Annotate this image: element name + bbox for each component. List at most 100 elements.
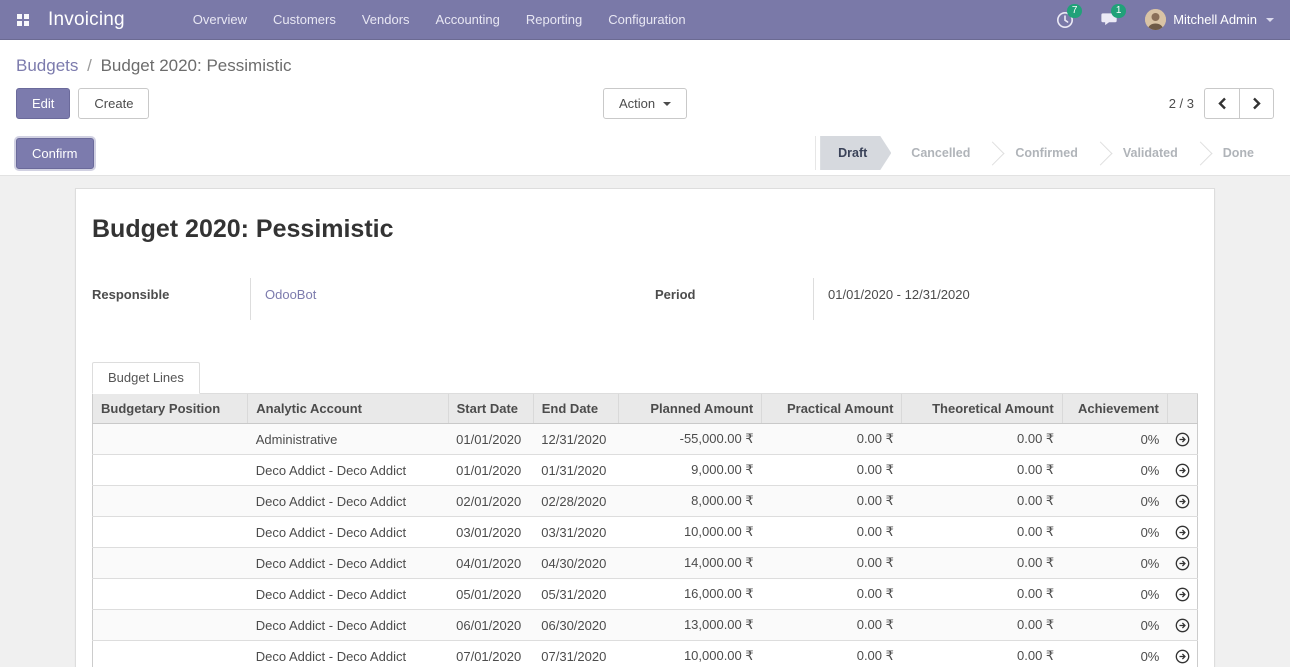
- breadcrumb-budgets-link[interactable]: Budgets: [16, 56, 78, 75]
- app-title[interactable]: Invoicing: [48, 9, 125, 31]
- cell-theoretical: 0.00 ₹: [902, 610, 1062, 641]
- table-row[interactable]: Deco Addict - Deco Addict03/01/202003/31…: [93, 517, 1198, 548]
- status-step-validated[interactable]: Validated: [1103, 136, 1198, 170]
- column-end-date[interactable]: End Date: [533, 394, 618, 424]
- open-record-button[interactable]: [1167, 579, 1197, 610]
- cell-planned: 10,000.00 ₹: [618, 517, 761, 548]
- cell-analytic: Deco Addict - Deco Addict: [248, 610, 448, 641]
- cell-achievement: 0%: [1062, 579, 1167, 610]
- cell-position: [93, 486, 248, 517]
- cell-end: 07/31/2020: [533, 641, 618, 667]
- activities-button[interactable]: 7: [1056, 11, 1074, 29]
- cell-planned: 10,000.00 ₹: [618, 641, 761, 667]
- status-step-cancelled[interactable]: Cancelled: [891, 136, 990, 170]
- cell-theoretical: 0.00 ₹: [902, 548, 1062, 579]
- open-record-button[interactable]: [1167, 455, 1197, 486]
- main-menu: Overview Customers Vendors Accounting Re…: [180, 0, 699, 40]
- cell-practical: 0.00 ₹: [762, 548, 902, 579]
- open-record-button[interactable]: [1167, 424, 1197, 455]
- record-title: Budget 2020: Pessimistic: [92, 215, 1198, 244]
- cell-position: [93, 548, 248, 579]
- cell-achievement: 0%: [1062, 486, 1167, 517]
- table-row[interactable]: Deco Addict - Deco Addict04/01/202004/30…: [93, 548, 1198, 579]
- column-budgetary-position[interactable]: Budgetary Position: [93, 394, 248, 424]
- menu-vendors[interactable]: Vendors: [349, 0, 423, 40]
- cell-practical: 0.00 ₹: [762, 641, 902, 667]
- grid-icon: [17, 14, 29, 26]
- chevron-right-icon: [1252, 97, 1262, 110]
- cell-achievement: 0%: [1062, 610, 1167, 641]
- cell-end: 12/31/2020: [533, 424, 618, 455]
- open-record-arrow-icon: [1175, 494, 1190, 509]
- open-record-arrow-icon: [1175, 432, 1190, 447]
- menu-customers[interactable]: Customers: [260, 0, 349, 40]
- table-row[interactable]: Deco Addict - Deco Addict05/01/202005/31…: [93, 579, 1198, 610]
- create-button[interactable]: Create: [78, 88, 149, 119]
- menu-accounting[interactable]: Accounting: [423, 0, 513, 40]
- cell-analytic: Deco Addict - Deco Addict: [248, 455, 448, 486]
- cell-start: 06/01/2020: [448, 610, 533, 641]
- avatar: [1145, 9, 1166, 30]
- cell-achievement: 0%: [1062, 641, 1167, 667]
- cell-planned: 13,000.00 ₹: [618, 610, 761, 641]
- open-record-button[interactable]: [1167, 548, 1197, 579]
- open-record-button[interactable]: [1167, 486, 1197, 517]
- status-step-done[interactable]: Done: [1203, 136, 1274, 170]
- cell-position: [93, 517, 248, 548]
- column-open-record: [1167, 394, 1197, 424]
- cell-analytic: Deco Addict - Deco Addict: [248, 517, 448, 548]
- cell-end: 03/31/2020: [533, 517, 618, 548]
- menu-overview[interactable]: Overview: [180, 0, 260, 40]
- activity-count-badge: 7: [1067, 4, 1082, 18]
- cell-achievement: 0%: [1062, 424, 1167, 455]
- cell-start: 05/01/2020: [448, 579, 533, 610]
- status-step-draft[interactable]: Draft: [820, 136, 891, 170]
- open-record-button[interactable]: [1167, 641, 1197, 667]
- status-step-confirmed[interactable]: Confirmed: [995, 136, 1098, 170]
- menu-configuration[interactable]: Configuration: [595, 0, 698, 40]
- column-theoretical-amount[interactable]: Theoretical Amount: [902, 394, 1062, 424]
- column-start-date[interactable]: Start Date: [448, 394, 533, 424]
- tab-budget-lines[interactable]: Budget Lines: [92, 362, 200, 394]
- pager-next-button[interactable]: [1239, 88, 1274, 119]
- table-row[interactable]: Administrative01/01/202012/31/2020-55,00…: [93, 424, 1198, 455]
- cell-planned: 16,000.00 ₹: [618, 579, 761, 610]
- edit-button[interactable]: Edit: [16, 88, 70, 119]
- column-achievement[interactable]: Achievement: [1062, 394, 1167, 424]
- control-panel: Budgets / Budget 2020: Pessimistic Edit …: [0, 40, 1290, 131]
- cell-analytic: Administrative: [248, 424, 448, 455]
- table-row[interactable]: Deco Addict - Deco Addict06/01/202006/30…: [93, 610, 1198, 641]
- column-planned-amount[interactable]: Planned Amount: [618, 394, 761, 424]
- open-record-button[interactable]: [1167, 610, 1197, 641]
- confirm-button[interactable]: Confirm: [16, 138, 94, 169]
- cell-end: 05/31/2020: [533, 579, 618, 610]
- table-row[interactable]: Deco Addict - Deco Addict01/01/202001/31…: [93, 455, 1198, 486]
- cell-practical: 0.00 ₹: [762, 486, 902, 517]
- breadcrumb-separator: /: [87, 56, 92, 75]
- cell-theoretical: 0.00 ₹: [902, 486, 1062, 517]
- pager-value: 2 / 3: [1169, 96, 1194, 111]
- column-analytic-account[interactable]: Analytic Account: [248, 394, 448, 424]
- form-view: Budget 2020: Pessimistic Responsible Odo…: [0, 176, 1290, 667]
- menu-reporting[interactable]: Reporting: [513, 0, 595, 40]
- apps-menu-icon[interactable]: [10, 7, 36, 33]
- table-row[interactable]: Deco Addict - Deco Addict02/01/202002/28…: [93, 486, 1198, 517]
- top-navbar: Invoicing Overview Customers Vendors Acc…: [0, 0, 1290, 40]
- messages-button[interactable]: 1: [1100, 11, 1119, 28]
- responsible-value-link[interactable]: OdooBot: [265, 287, 316, 302]
- user-menu[interactable]: Mitchell Admin: [1145, 9, 1274, 30]
- open-record-button[interactable]: [1167, 517, 1197, 548]
- cell-achievement: 0%: [1062, 548, 1167, 579]
- chevron-left-icon: [1217, 97, 1227, 110]
- breadcrumb-current: Budget 2020: Pessimistic: [101, 56, 292, 75]
- action-dropdown[interactable]: Action: [603, 88, 687, 119]
- pager-previous-button[interactable]: [1204, 88, 1239, 119]
- cell-achievement: 0%: [1062, 517, 1167, 548]
- cell-end: 01/31/2020: [533, 455, 618, 486]
- cell-start: 04/01/2020: [448, 548, 533, 579]
- statusbar-steps: Draft Cancelled Confirmed Validated Done: [815, 136, 1274, 170]
- cell-start: 03/01/2020: [448, 517, 533, 548]
- table-row[interactable]: Deco Addict - Deco Addict07/01/202007/31…: [93, 641, 1198, 667]
- column-practical-amount[interactable]: Practical Amount: [762, 394, 902, 424]
- cell-end: 06/30/2020: [533, 610, 618, 641]
